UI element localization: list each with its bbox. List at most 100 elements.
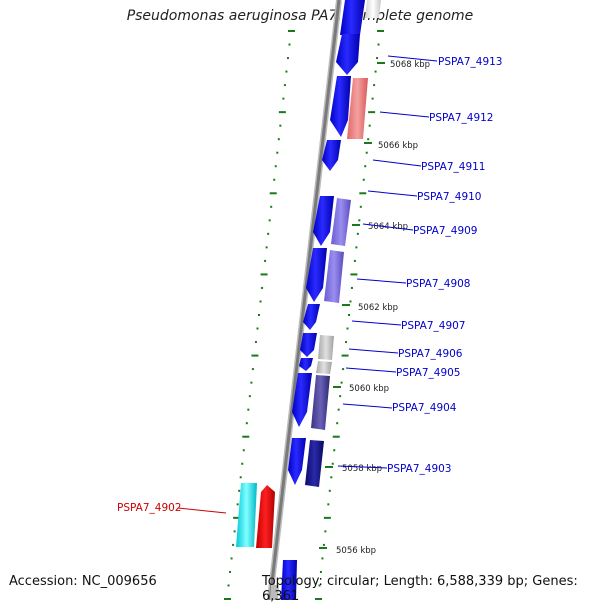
gene-label-4904[interactable]: PSPA7_4904 <box>392 402 457 414</box>
ring-dot <box>371 97 374 100</box>
ring-dot <box>236 503 239 506</box>
ring-dot <box>358 219 361 222</box>
gene-label-4912[interactable]: PSPA7_4912 <box>429 112 494 124</box>
gene-arrow-4905[interactable] <box>299 358 313 371</box>
gene-arrow-4909[interactable] <box>313 196 334 246</box>
ring-dot <box>229 570 232 573</box>
ring-dot <box>227 584 230 587</box>
ring-dot <box>368 124 371 127</box>
ring-dot <box>318 584 321 587</box>
gene-features[interactable] <box>236 34 368 600</box>
ring-dot <box>328 489 331 492</box>
gene-arrow-4907[interactable] <box>303 304 320 330</box>
ring-dot <box>339 395 342 398</box>
gene-label-4907[interactable]: PSPA7_4907 <box>401 320 466 332</box>
ring-dot <box>362 178 365 181</box>
right-dotted-ring <box>315 30 384 600</box>
ring-dot <box>260 273 268 276</box>
ring-dot <box>239 476 242 479</box>
ring-dot <box>324 530 327 533</box>
kbp-tick-marks <box>319 62 385 549</box>
gene-label-4913[interactable]: PSPA7_4913 <box>438 56 503 68</box>
ring-dot <box>367 138 370 141</box>
ring-dot <box>288 43 291 46</box>
gene-arrow-4903-b[interactable] <box>305 440 324 487</box>
ring-dot <box>273 178 276 181</box>
accession-text: Accession: NC_009656 <box>9 574 157 589</box>
gene-label-4902[interactable]: PSPA7_4902 <box>117 502 182 514</box>
ring-dot <box>288 30 295 32</box>
gene-arrow-4911[interactable] <box>322 140 341 171</box>
ring-dot <box>251 354 259 357</box>
ring-dot <box>355 246 358 249</box>
ring-dot <box>261 286 264 289</box>
gene-labels[interactable]: PSPA7_4913 PSPA7_4912 PSPA7_4911 PSPA7_4… <box>117 56 503 514</box>
gene-arrow-4906-b[interactable] <box>318 335 334 360</box>
gene-label-4905[interactable]: PSPA7_4905 <box>396 367 461 379</box>
ring-dot <box>364 165 367 168</box>
ring-dot <box>258 314 260 316</box>
gene-label-4911[interactable]: PSPA7_4911 <box>421 161 486 173</box>
ring-dot <box>321 557 324 560</box>
ring-dot <box>232 543 235 546</box>
ring-dot <box>323 516 331 519</box>
ring-dot <box>349 300 352 303</box>
ring-dot <box>332 435 340 438</box>
gene-arrow-4912-pseudo[interactable] <box>347 78 368 139</box>
gene-label-leaders <box>177 55 438 514</box>
kbp-label: 5056 kbp <box>336 546 376 556</box>
ring-dot <box>248 395 251 398</box>
ring-dot <box>278 111 286 114</box>
gene-arrow-4904[interactable] <box>292 373 312 427</box>
ring-dot <box>340 381 343 384</box>
gene-arrow-4913[interactable] <box>336 34 360 75</box>
ring-dot <box>350 273 358 276</box>
ring-dot <box>333 449 336 452</box>
gene-label-4909[interactable]: PSPA7_4909 <box>413 225 478 237</box>
gene-arrow-4905-b[interactable] <box>316 361 332 374</box>
gene-arrow-4909-b[interactable] <box>331 198 351 246</box>
ring-dot <box>330 476 333 479</box>
gene-label-4906[interactable]: PSPA7_4906 <box>398 348 463 360</box>
gene-label-4903[interactable]: PSPA7_4903 <box>387 463 452 475</box>
ring-dot <box>336 422 339 425</box>
ring-dot <box>283 84 286 87</box>
ring-dot <box>348 314 350 316</box>
ring-dot <box>359 205 362 208</box>
gene-arrow-4912[interactable] <box>330 76 351 137</box>
ring-dot <box>256 327 259 330</box>
ring-dot <box>345 341 348 344</box>
ring-dot <box>315 598 322 600</box>
ring-dot <box>282 97 285 100</box>
kbp-label: 5068 kbp <box>390 60 430 70</box>
ring-dot <box>356 232 359 235</box>
gene-arrow-4902[interactable] <box>256 485 275 548</box>
ring-dot <box>264 259 267 262</box>
kbp-label: 5062 kbp <box>358 303 398 313</box>
gene-arrow-4906[interactable] <box>300 333 317 357</box>
ring-dot <box>238 489 241 492</box>
ring-dot <box>374 70 377 73</box>
ring-dot <box>322 543 325 546</box>
ring-dot <box>377 30 384 32</box>
ring-dot <box>268 219 271 222</box>
gene-arrow-4903[interactable] <box>288 438 306 485</box>
ring-dot <box>337 408 340 411</box>
ring-dot <box>319 570 322 573</box>
ring-dot <box>241 462 244 465</box>
gene-arrow-4902-cyan[interactable] <box>236 483 257 547</box>
ring-dot <box>277 138 280 141</box>
gene-label-4910[interactable]: PSPA7_4910 <box>417 191 482 203</box>
ring-dot <box>250 381 253 384</box>
ring-dot <box>346 327 349 330</box>
kbp-label: 5058 kbp <box>342 464 382 474</box>
gene-label-4908[interactable]: PSPA7_4908 <box>406 278 471 290</box>
gene-arrow-4904-b[interactable] <box>311 375 330 430</box>
gene-arrow-4908-b[interactable] <box>324 250 344 303</box>
gene-arrow-4908[interactable] <box>306 248 327 302</box>
ring-dot <box>267 232 270 235</box>
ring-dot <box>327 503 330 506</box>
ring-dot <box>259 300 262 303</box>
ring-dot <box>233 516 241 519</box>
